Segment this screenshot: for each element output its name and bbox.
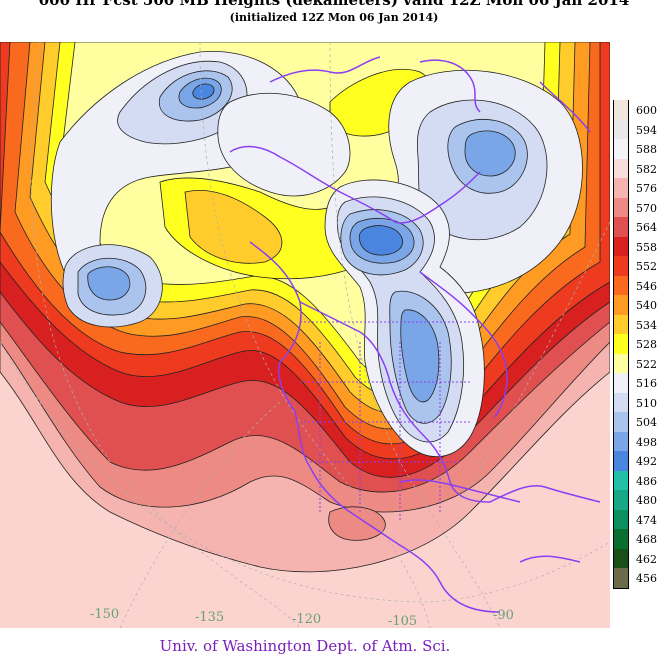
legend-label: 600: [636, 104, 657, 117]
legend-item: 498: [613, 431, 668, 451]
legend-item: 558: [613, 236, 668, 256]
zone-492-west: [192, 83, 215, 100]
legend-label: 528: [636, 338, 657, 351]
legend-label: 468: [636, 533, 657, 546]
legend-label: 576: [636, 182, 657, 195]
legend-item: 576: [613, 178, 668, 198]
legend-swatch: [613, 470, 629, 490]
legend-label: 462: [636, 552, 657, 566]
zone-498-bering: [87, 266, 131, 301]
legend-swatch: [613, 197, 629, 217]
legend-item: 552: [613, 256, 668, 276]
legend-swatch: [613, 139, 629, 159]
legend-swatch: [613, 568, 629, 588]
map-subtitle: (initialized 12Z Mon 06 Jan 2014): [229, 11, 439, 24]
lon-label-135: -135: [195, 610, 225, 625]
legend-label: 504: [636, 416, 657, 429]
legend-item: 510: [613, 392, 668, 412]
legend-label: 510: [636, 396, 657, 410]
graticule: [0, 42, 610, 628]
legend-swatch: [613, 353, 629, 373]
lon-label-150: -150: [90, 607, 120, 622]
legend-label: 570: [636, 201, 657, 215]
legend-label: 540: [636, 299, 657, 312]
legend-swatch: [613, 509, 629, 529]
legend-label: 582: [636, 162, 657, 176]
legend-item: 588: [613, 139, 668, 159]
height-legend: 600 594 588 582 576 570 564 558 552 546 540 534 528 5…: [613, 100, 668, 589]
legend-swatch: [613, 373, 629, 393]
legend-swatch: [613, 392, 629, 412]
legend-label: 522: [636, 357, 657, 371]
legend-item: 516: [613, 373, 668, 393]
legend-swatch: [613, 529, 629, 549]
legend-swatch: [613, 334, 629, 354]
legend-item: 582: [613, 158, 668, 178]
lon-label-120: -120: [292, 612, 322, 627]
legend-item: 504: [613, 412, 668, 432]
legend-swatch: [613, 275, 629, 295]
legend-label: 456: [636, 572, 657, 585]
legend-item: 492: [613, 451, 668, 471]
legend-item: 480: [613, 490, 668, 510]
legend-item: 486: [613, 470, 668, 490]
legend-label: 486: [636, 474, 657, 488]
height-map: [0, 42, 610, 628]
map-panel: -150 -135 -120 -105 -90: [0, 42, 610, 628]
zone-534-ridge: [184, 190, 283, 264]
legend-label: 564: [636, 221, 657, 234]
legend-item: 564: [613, 217, 668, 237]
legend-item: 546: [613, 275, 668, 295]
legend-swatch: [613, 431, 629, 451]
legend-swatch: [613, 314, 629, 334]
legend-swatch: [613, 100, 629, 120]
legend-swatch: [613, 548, 629, 568]
legend-swatch: [613, 451, 629, 471]
legend-label: 594: [636, 123, 657, 137]
credit-footer: Univ. of Washington Dept. of Atm. Sci.: [159, 637, 451, 655]
legend-swatch: [613, 178, 629, 198]
legend-swatch: [613, 412, 629, 432]
legend-item: 462: [613, 548, 668, 568]
legend-swatch: [613, 158, 629, 178]
lon-label-90: -90: [493, 608, 514, 623]
legend-item: 468: [613, 529, 668, 549]
legend-label: 588: [636, 143, 657, 156]
legend-label: 552: [636, 260, 657, 273]
legend-swatch: [613, 217, 629, 237]
legend-swatch: [613, 295, 629, 315]
legend-item: 600: [613, 100, 668, 120]
legend-swatch: [613, 119, 629, 139]
legend-swatch: [613, 256, 629, 276]
legend-label: 474: [636, 513, 657, 527]
legend-item: 528: [613, 334, 668, 354]
legend-bottom-border: [613, 587, 629, 589]
zone-498-east: [464, 130, 516, 177]
legend-swatch: [613, 490, 629, 510]
legend-label: 492: [636, 455, 657, 468]
legend-label: 558: [636, 240, 657, 254]
coastlines: [229, 56, 601, 613]
legend-item: 594: [613, 119, 668, 139]
legend-item: 522: [613, 353, 668, 373]
legend-item: 534: [613, 314, 668, 334]
legend-label: 516: [636, 377, 657, 390]
legend-item: 540: [613, 295, 668, 315]
zone-516-arctic: [217, 92, 351, 197]
legend-item: 474: [613, 509, 668, 529]
legend-swatch: [613, 236, 629, 256]
zone-492-vortex: [358, 225, 403, 256]
legend-label: 534: [636, 318, 657, 332]
legend-label: 480: [636, 494, 657, 507]
legend-item: 456: [613, 568, 668, 588]
legend-label: 546: [636, 279, 657, 293]
legend-item: 570: [613, 197, 668, 217]
map-title: 000 Hr Fcst 500 MB Heights (dekameters) …: [38, 0, 630, 9]
legend-label: 498: [636, 435, 657, 449]
lon-label-105: -105: [388, 614, 418, 628]
